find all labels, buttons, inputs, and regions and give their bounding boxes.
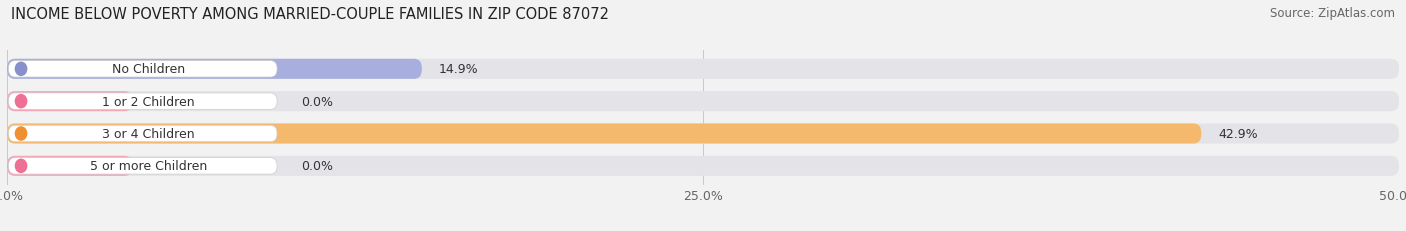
Text: No Children: No Children [111, 63, 184, 76]
Text: Source: ZipAtlas.com: Source: ZipAtlas.com [1270, 7, 1395, 20]
Text: 14.9%: 14.9% [439, 63, 478, 76]
FancyBboxPatch shape [8, 126, 277, 142]
Circle shape [15, 95, 27, 108]
FancyBboxPatch shape [7, 156, 1399, 176]
Text: INCOME BELOW POVERTY AMONG MARRIED-COUPLE FAMILIES IN ZIP CODE 87072: INCOME BELOW POVERTY AMONG MARRIED-COUPL… [11, 7, 609, 22]
Circle shape [15, 160, 27, 173]
FancyBboxPatch shape [7, 60, 422, 79]
FancyBboxPatch shape [8, 61, 277, 78]
FancyBboxPatch shape [7, 60, 1399, 79]
FancyBboxPatch shape [7, 124, 1201, 144]
Circle shape [15, 127, 27, 140]
Text: 3 or 4 Children: 3 or 4 Children [101, 128, 194, 140]
FancyBboxPatch shape [8, 158, 277, 174]
Circle shape [15, 63, 27, 76]
Text: 1 or 2 Children: 1 or 2 Children [101, 95, 194, 108]
Text: 0.0%: 0.0% [301, 160, 333, 173]
FancyBboxPatch shape [7, 92, 1399, 112]
FancyBboxPatch shape [7, 156, 132, 176]
Text: 0.0%: 0.0% [301, 95, 333, 108]
FancyBboxPatch shape [7, 124, 1399, 144]
Text: 5 or more Children: 5 or more Children [90, 160, 207, 173]
FancyBboxPatch shape [8, 94, 277, 110]
Text: 42.9%: 42.9% [1218, 128, 1257, 140]
FancyBboxPatch shape [7, 92, 132, 112]
